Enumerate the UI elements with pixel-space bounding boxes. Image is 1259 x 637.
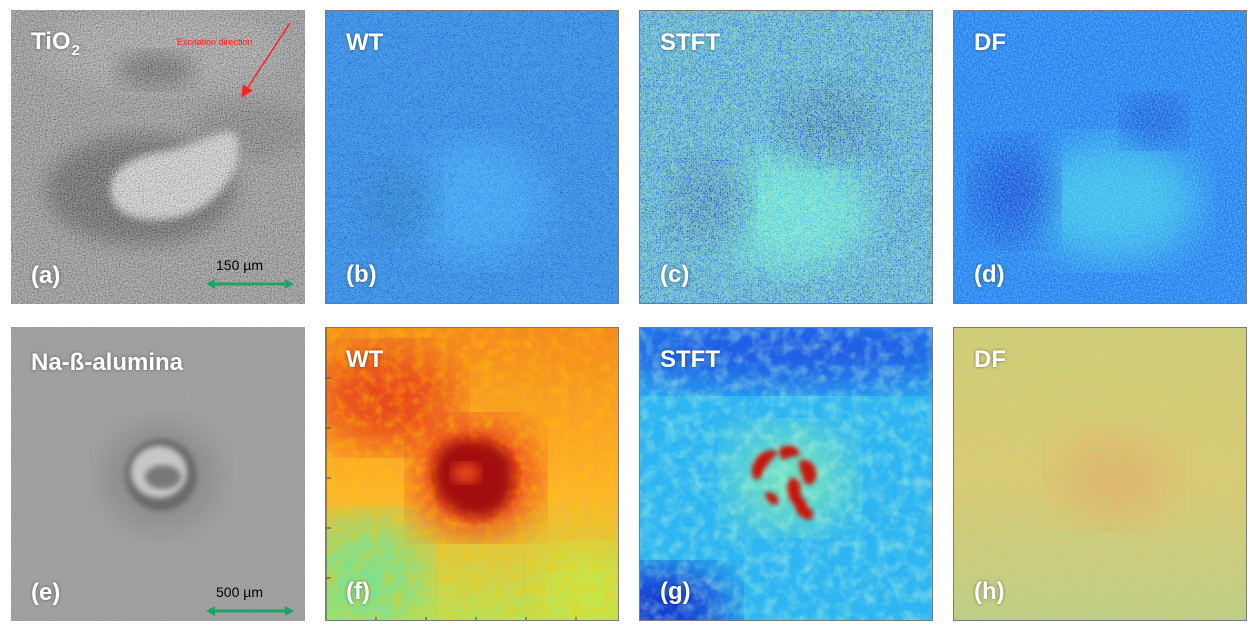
- panel-a-scale-label: 150 µm: [216, 257, 263, 273]
- panel-c-title: STFT: [660, 29, 720, 56]
- panel-d-title: DF: [974, 29, 1006, 56]
- panel-h-df-map: DF (h): [953, 327, 1247, 621]
- panel-e-scale-label: 500 µm: [216, 584, 263, 600]
- panel-a-tio2-photo: TiO2 Excitation direction 150 µm (a): [11, 10, 305, 304]
- panel-e-title: Na-ß-alumina: [31, 349, 184, 376]
- panel-a-letter: (a): [31, 262, 61, 289]
- wt-map-alumina-image: [326, 328, 618, 620]
- alumina-surface-image: [11, 327, 305, 621]
- panel-c-stft-map: STFT (c): [639, 10, 933, 304]
- panel-g-letter: (g): [660, 578, 691, 605]
- panel-h-title: DF: [974, 346, 1006, 373]
- panel-f-title: WT: [346, 346, 384, 373]
- excitation-direction-annotation: Excitation direction: [177, 37, 253, 47]
- df-map-alumina-image: [954, 328, 1246, 620]
- panel-e-scale-bar-icon: [206, 606, 294, 616]
- panel-e-alumina-photo: Na-ß-alumina 500 µm (e): [11, 327, 305, 621]
- panel-h-letter: (h): [974, 578, 1005, 605]
- tio2-surface-image: [11, 10, 305, 304]
- wt-map-image: [326, 11, 618, 303]
- panel-b-wt-map: WT (b): [325, 10, 619, 304]
- panel-a-title: TiO2: [31, 28, 80, 59]
- panel-g-stft-map: STFT (g): [639, 327, 933, 621]
- stft-map-image: [640, 11, 932, 303]
- panel-b-title: WT: [346, 29, 384, 56]
- panel-b-letter: (b): [346, 261, 377, 288]
- excitation-direction-arrow-icon: [241, 22, 291, 98]
- panel-c-letter: (c): [660, 261, 690, 288]
- panel-d-letter: (d): [974, 261, 1005, 288]
- panel-g-title: STFT: [660, 346, 720, 373]
- panel-e-letter: (e): [31, 579, 61, 606]
- panel-f-wt-map: WT (f): [325, 327, 619, 621]
- panel-d-df-map: DF (d): [953, 10, 1247, 304]
- panel-f-letter: (f): [346, 578, 370, 605]
- panel-a-scale-bar-icon: [206, 279, 294, 289]
- df-map-image: [954, 11, 1246, 303]
- stft-map-alumina-image: [640, 328, 932, 620]
